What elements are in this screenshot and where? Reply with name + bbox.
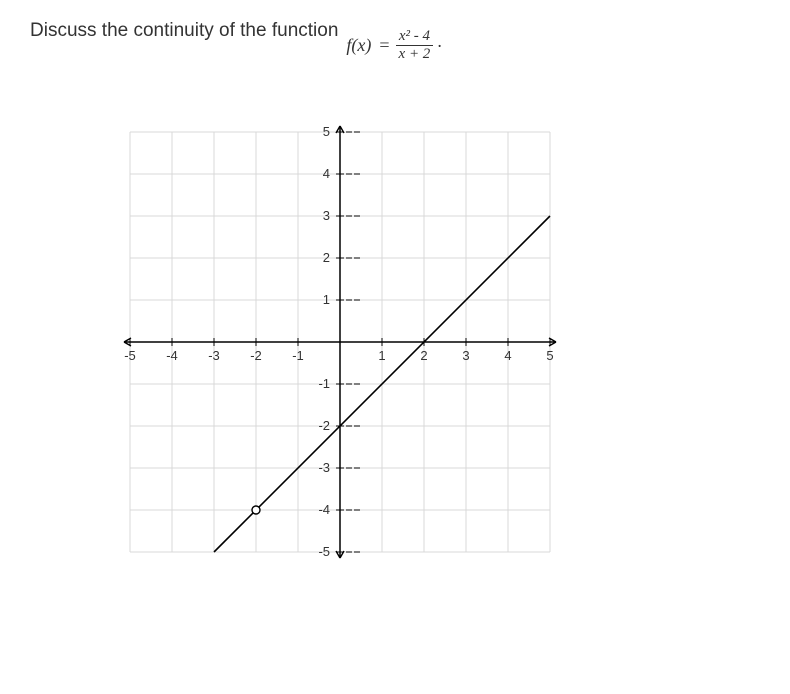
denominator: x + 2 [396, 46, 434, 63]
svg-text:-4: -4 [318, 502, 330, 517]
fx-label: f(x) [346, 35, 371, 56]
svg-text:2: 2 [323, 250, 330, 265]
svg-text:-2: -2 [250, 348, 262, 363]
svg-text:-2: -2 [318, 418, 330, 433]
svg-text:2: 2 [420, 348, 427, 363]
function-formula: f(x) = x² - 4 x + 2 . [346, 28, 441, 62]
svg-text:5: 5 [546, 348, 553, 363]
svg-text:1: 1 [323, 292, 330, 307]
question-prompt: Discuss the continuity of the function [30, 20, 338, 42]
svg-text:-3: -3 [208, 348, 220, 363]
svg-text:-4: -4 [166, 348, 178, 363]
fraction: x² - 4 x + 2 [396, 28, 434, 62]
svg-text:-3: -3 [318, 460, 330, 475]
period: . [437, 31, 442, 52]
svg-text:4: 4 [323, 166, 330, 181]
svg-text:-5: -5 [318, 544, 330, 559]
question-row: Discuss the continuity of the function f… [30, 20, 760, 62]
svg-text:3: 3 [462, 348, 469, 363]
svg-text:3: 3 [323, 208, 330, 223]
svg-text:-1: -1 [292, 348, 304, 363]
function-graph: -5 -4 -3 -2 -1 1 2 3 4 5 5 4 3 2 1 -1 -2 -3 -4 -5 [90, 102, 570, 602]
svg-text:1: 1 [378, 348, 385, 363]
equals-sign: = [379, 35, 389, 56]
svg-text:-5: -5 [124, 348, 136, 363]
svg-text:-1: -1 [318, 376, 330, 391]
chart-container: -5 -4 -3 -2 -1 1 2 3 4 5 5 4 3 2 1 -1 -2 -3 -4 -5 [90, 102, 760, 602]
svg-text:5: 5 [323, 124, 330, 139]
numerator: x² - 4 [396, 28, 433, 46]
svg-text:4: 4 [504, 348, 511, 363]
